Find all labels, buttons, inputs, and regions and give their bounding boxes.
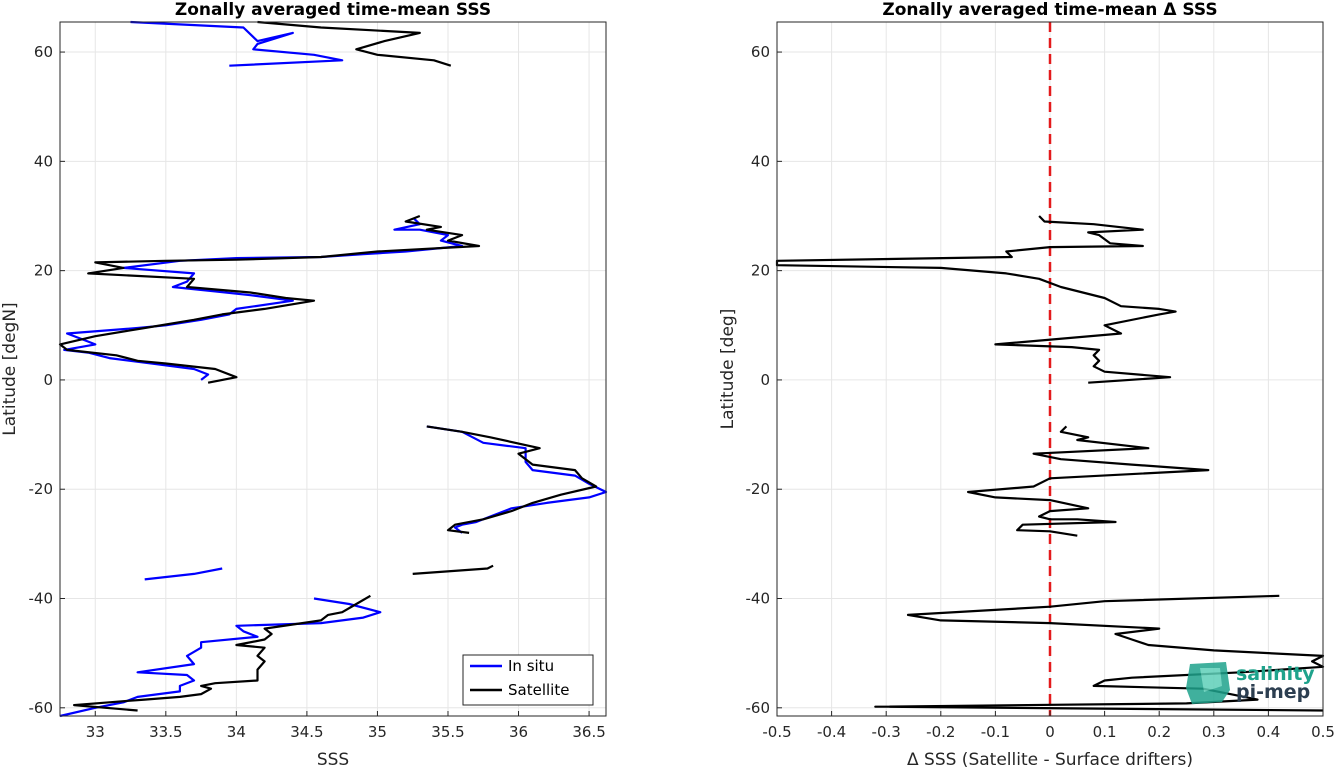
right-series-delta-sss-segment-0	[775, 215, 1177, 384]
left-y-tick-label: 60	[34, 43, 53, 61]
left-y-tick-label: -60	[29, 699, 54, 717]
left-x-tick-label: 35.5	[431, 723, 464, 741]
left-gridlines	[60, 22, 606, 716]
left-x-tick-label: 36	[509, 723, 528, 741]
left-series-satellite-segment-2	[426, 425, 598, 534]
right-x-tick-label: 0.5	[1311, 723, 1335, 741]
right-y-tick-label: 40	[751, 152, 770, 170]
right-x-tick-label: 0.1	[1093, 723, 1117, 741]
left-series-in-situ-segment-4	[59, 597, 382, 718]
right-series-delta-sss-segment-2	[874, 594, 1325, 712]
right-x-tick-label: -0.2	[926, 723, 955, 741]
right-y-tick-label: -20	[746, 480, 771, 498]
right-x-ticks: -0.5 -0.4 -0.3 -0.2 -0.1 0 0.1 0.2 0.3 0.4 0.5	[762, 711, 1335, 741]
right-panel: -0.5 -0.4 -0.3 -0.2 -0.1 0 0.1 0.2 0.3 0.4 0.5 -60…	[718, 0, 1335, 769]
left-y-axis-label: Latitude [degN]	[0, 302, 20, 435]
right-series-lines	[775, 215, 1325, 712]
right-x-tick-label: 0.3	[1202, 723, 1226, 741]
legend-in-situ-label: In situ	[508, 657, 554, 675]
right-y-tick-label: -40	[746, 590, 771, 608]
logo-text-salinity: salinity	[1236, 663, 1315, 685]
right-y-tick-label: 20	[751, 262, 770, 280]
right-x-tick-label: -0.3	[872, 723, 901, 741]
right-x-tick-label: 0	[1045, 723, 1055, 741]
left-y-ticks: -60 -40 -20 0 20 40 60	[29, 43, 65, 717]
right-y-tick-label: 0	[760, 371, 770, 389]
left-series-satellite-segment-3	[412, 564, 494, 575]
left-x-tick-label: 34.5	[290, 723, 323, 741]
left-y-tick-label: 0	[43, 371, 53, 389]
right-y-axis-label: Latitude [deg]	[718, 309, 738, 430]
left-axes-box	[59, 21, 607, 717]
salinity-pi-mep-logo: salinity pi-mep	[1186, 662, 1315, 704]
left-plot-area	[60, 22, 606, 716]
right-chart-title: Zonally averaged time-mean Δ SSS	[882, 0, 1217, 20]
right-x-tick-label: -0.5	[762, 723, 791, 741]
logo-text-pi-mep: pi-mep	[1236, 681, 1310, 703]
left-series-in-situ-segment-3	[144, 567, 223, 581]
left-y-tick-label: 40	[34, 152, 53, 170]
legend-box	[462, 654, 594, 706]
left-y-tick-label: 20	[34, 262, 53, 280]
left-chart-title: Zonally averaged time-mean SSS	[175, 0, 491, 20]
left-y-tick-label: -40	[29, 590, 54, 608]
right-x-tick-label: 0.2	[1147, 723, 1171, 741]
right-series-delta-sss-segment-1	[967, 425, 1210, 537]
left-series-satellite-segment-4	[73, 594, 371, 712]
logo-highlight	[1200, 668, 1222, 692]
right-y-tick-label: 60	[751, 43, 770, 61]
left-x-tick-label: 33	[86, 723, 105, 741]
left-x-axis-label: SSS	[317, 750, 349, 769]
left-x-tick-label: 35	[368, 723, 387, 741]
left-panel: 33 33.5 34 34.5 35 35.5 36 36.5 -60 -40 -20 0 20 40 6…	[0, 0, 608, 769]
left-y-tick-label: -20	[29, 480, 54, 498]
right-x-axis-label: Δ SSS (Satellite - Surface drifters)	[907, 750, 1193, 769]
right-x-tick-label: -0.4	[817, 723, 846, 741]
right-y-ticks: -60 -40 -20 0 20 40 60	[746, 43, 782, 717]
legend-satellite-label: Satellite	[508, 681, 569, 699]
left-x-tick-label: 36.5	[572, 723, 605, 741]
left-x-tick-label: 33.5	[149, 723, 182, 741]
right-x-tick-label: 0.4	[1256, 723, 1280, 741]
left-series-in-situ-segment-0	[130, 20, 344, 67]
left-series-satellite-segment-1	[58, 214, 481, 384]
logo-globe-icon	[1186, 662, 1230, 704]
right-y-tick-label: -60	[746, 699, 771, 717]
left-series-satellite-segment-0	[257, 20, 452, 67]
left-x-ticks: 33 33.5 34 34.5 35 35.5 36 36.5	[86, 711, 606, 741]
left-x-tick-label: 34	[227, 723, 246, 741]
right-x-tick-label: -0.1	[981, 723, 1010, 741]
legend: In situ Satellite	[462, 654, 594, 706]
